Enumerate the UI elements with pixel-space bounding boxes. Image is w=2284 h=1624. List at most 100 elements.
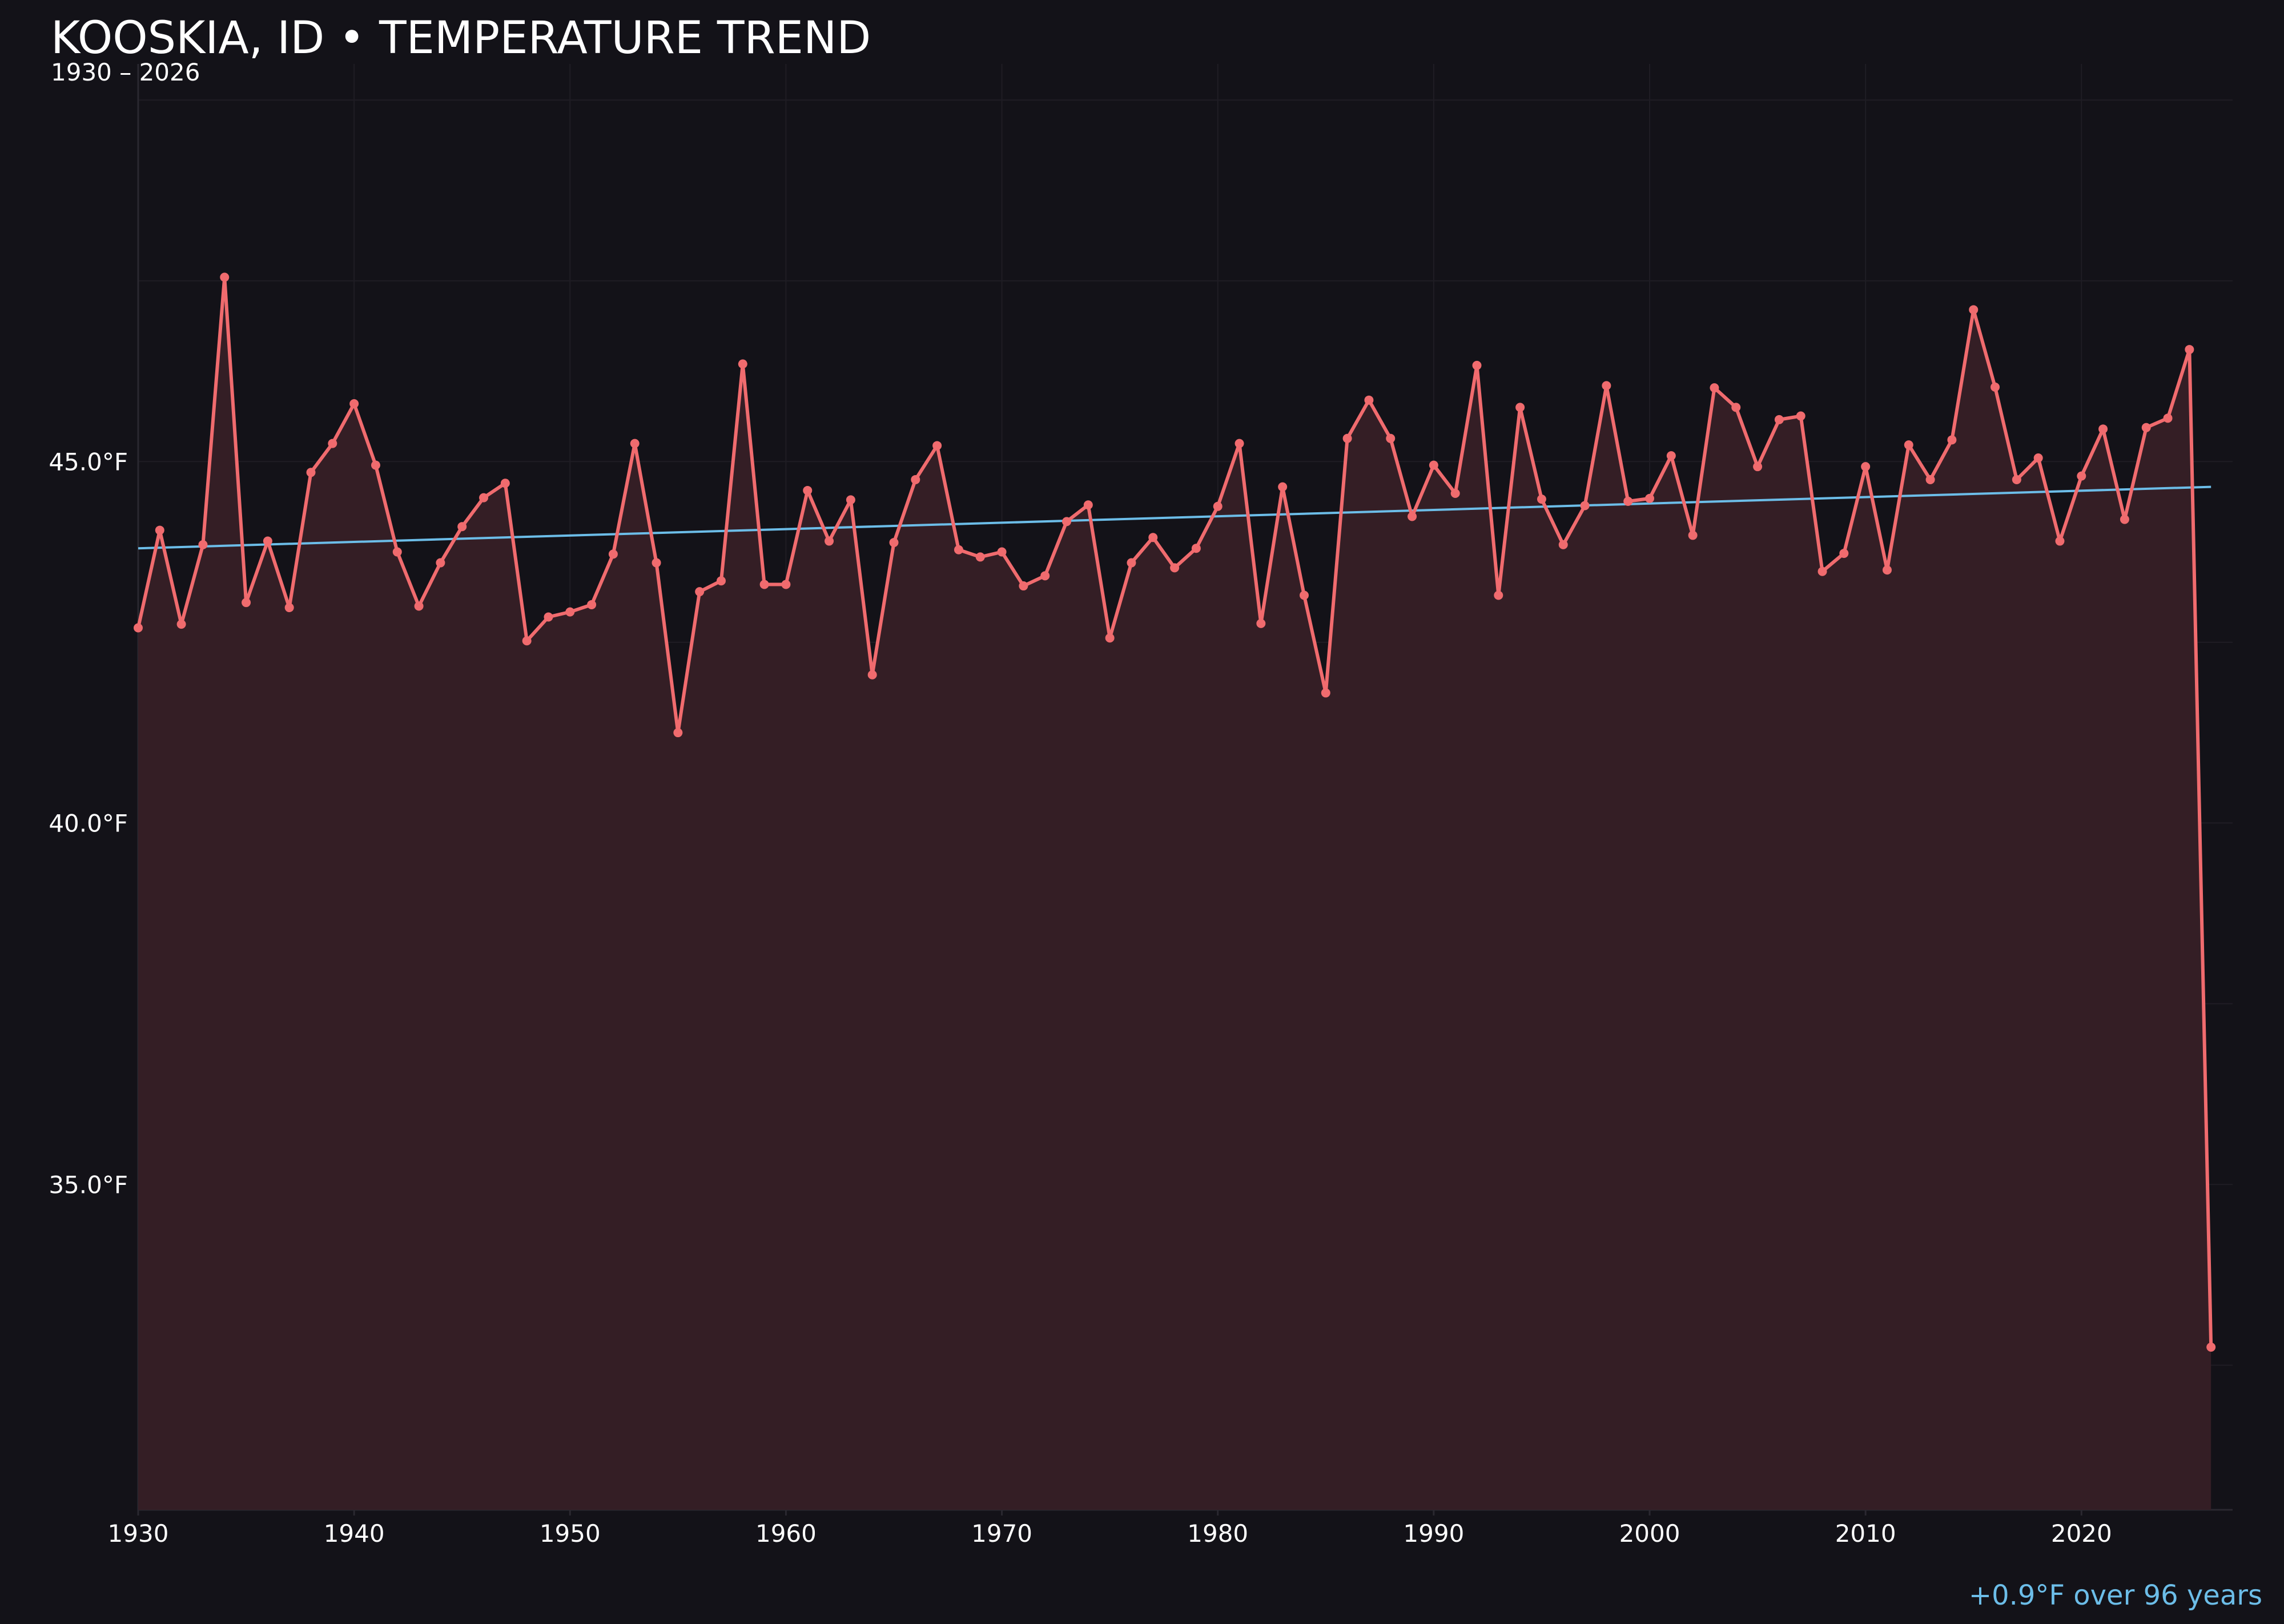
data-point-1935	[242, 598, 251, 608]
data-point-1953	[630, 439, 640, 448]
area-fill-path	[138, 277, 2211, 1510]
trend-line-path	[138, 485, 2211, 550]
chart-title: KOOSKIA, ID • TEMPERATURE TREND	[51, 13, 871, 64]
data-point-1950	[565, 607, 575, 617]
data-point-2016	[1991, 382, 2000, 392]
data-point-2019	[2055, 536, 2065, 546]
data-point-1957	[716, 576, 726, 586]
data-point-1965	[889, 538, 899, 548]
data-point-2013	[1925, 475, 1935, 484]
data-point-1960	[781, 580, 791, 589]
data-point-1983	[1278, 482, 1288, 492]
data-point-2006	[1774, 415, 1784, 424]
data-point-1969	[975, 552, 985, 562]
data-point-1939	[328, 439, 337, 448]
data-point-1937	[284, 603, 294, 613]
data-point-1987	[1364, 395, 1374, 405]
data-point-1951	[587, 600, 597, 609]
data-point-1981	[1235, 439, 1244, 448]
data-point-1954	[652, 558, 661, 568]
data-point-1933	[198, 540, 208, 549]
data-point-2026	[2206, 1342, 2216, 1352]
data-point-2008	[1817, 566, 1827, 576]
data-point-1947	[500, 479, 510, 488]
data-points	[134, 272, 2216, 1352]
trend-annotation: +0.9°F over 96 years	[1968, 1579, 2262, 1611]
data-point-1998	[1602, 381, 1611, 391]
x-tick-label: 1950	[540, 1520, 601, 1547]
data-point-1941	[371, 460, 380, 470]
data-point-1990	[1429, 460, 1438, 470]
data-point-1995	[1537, 495, 1546, 504]
data-point-2009	[1839, 549, 1849, 558]
data-point-2010	[1861, 462, 1871, 472]
data-point-1972	[1040, 571, 1050, 581]
data-point-1949	[544, 612, 553, 622]
data-point-1944	[436, 558, 445, 568]
data-point-2001	[1666, 451, 1676, 461]
data-point-1940	[349, 399, 359, 409]
data-point-2007	[1796, 411, 1806, 421]
data-point-1992	[1472, 360, 1482, 370]
data-point-1958	[738, 359, 747, 369]
data-point-1964	[867, 670, 877, 680]
data-point-2015	[1969, 305, 1979, 315]
trend-line	[138, 485, 2211, 550]
data-point-1976	[1127, 558, 1136, 568]
x-tick-label: 1970	[971, 1520, 1032, 1547]
data-point-1975	[1105, 633, 1115, 643]
data-point-1946	[479, 493, 489, 503]
data-point-1978	[1170, 563, 1180, 573]
data-point-1952	[608, 549, 618, 559]
data-point-2003	[1710, 383, 1719, 393]
data-point-1962	[825, 536, 834, 546]
data-point-1961	[803, 485, 813, 495]
data-point-1936	[263, 536, 272, 546]
data-point-1967	[932, 441, 942, 451]
data-point-2004	[1731, 403, 1741, 412]
data-point-1970	[997, 547, 1007, 557]
data-point-1997	[1580, 501, 1590, 510]
data-point-1984	[1299, 590, 1309, 600]
x-tick-label: 2010	[1835, 1520, 1896, 1547]
data-point-1988	[1386, 433, 1396, 443]
data-point-2023	[2141, 423, 2151, 432]
data-point-1948	[522, 636, 532, 646]
data-point-1974	[1083, 500, 1093, 510]
x-tick-label: 1960	[755, 1520, 817, 1547]
data-point-1991	[1450, 489, 1460, 499]
data-point-1968	[954, 545, 963, 554]
data-point-2017	[2012, 475, 2021, 484]
data-point-2025	[2185, 345, 2194, 355]
data-point-2021	[2098, 424, 2108, 434]
data-point-2000	[1645, 493, 1655, 503]
data-point-1959	[759, 580, 769, 589]
data-point-1986	[1342, 433, 1352, 443]
data-point-2012	[1904, 440, 1913, 450]
data-point-2014	[1947, 435, 1957, 445]
data-point-1971	[1019, 581, 1028, 591]
data-point-2022	[2120, 514, 2129, 524]
y-tick-label: 45.0°F	[49, 448, 128, 476]
data-point-1994	[1515, 403, 1525, 412]
data-point-1999	[1623, 496, 1633, 506]
data-point-2002	[1688, 530, 1698, 540]
data-point-2018	[2033, 453, 2043, 463]
data-point-2020	[2077, 471, 2086, 481]
data-point-1930	[134, 623, 143, 633]
area-fill	[138, 277, 2211, 1510]
data-point-1980	[1213, 501, 1223, 511]
data-point-1989	[1408, 512, 1417, 521]
x-tick-label: 1940	[324, 1520, 385, 1547]
data-point-1934	[220, 272, 230, 282]
data-point-1993	[1494, 590, 1503, 600]
data-point-1966	[911, 475, 920, 484]
data-point-1963	[846, 495, 855, 505]
x-tick-label: 1980	[1187, 1520, 1248, 1547]
data-point-2024	[2163, 413, 2173, 423]
data-point-2011	[1882, 565, 1892, 575]
data-point-2005	[1753, 462, 1763, 472]
data-point-1932	[176, 620, 186, 629]
data-point-1931	[155, 525, 164, 535]
